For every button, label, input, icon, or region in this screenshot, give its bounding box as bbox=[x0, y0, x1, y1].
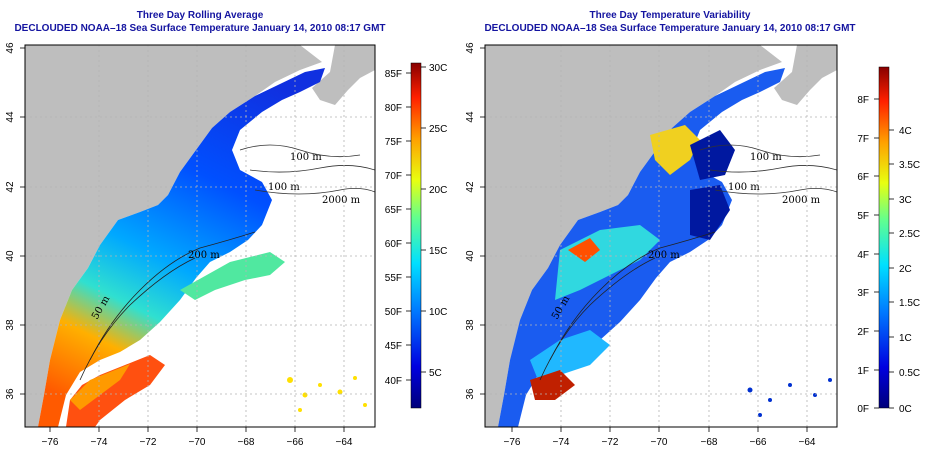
left-cold-water bbox=[38, 68, 325, 427]
left-colorbar-f-label: 85F bbox=[385, 69, 402, 80]
svg-text:100 m: 100 m bbox=[750, 152, 782, 163]
left-colorbar-c-label: 15C bbox=[429, 246, 447, 257]
x-tick-label: −66 bbox=[287, 437, 304, 448]
right-colorbar-f-label: 3F bbox=[857, 288, 869, 299]
right-colorbar-f-label: 8F bbox=[857, 95, 869, 106]
left-colorbar-f-label: 80F bbox=[385, 103, 402, 114]
x-tick-label: −74 bbox=[553, 437, 570, 448]
left-colorbar-c-label: 10C bbox=[429, 307, 447, 318]
right-colorbar-c-label: 2C bbox=[899, 264, 912, 275]
y-tick-label: 38 bbox=[5, 319, 16, 331]
right-colorbar-c-label: 2.5C bbox=[899, 229, 920, 240]
right-colorbar-c-label: 3C bbox=[899, 195, 912, 206]
y-tick-label: 36 bbox=[465, 388, 476, 400]
right-colorbar-c-label: 3.5C bbox=[899, 160, 920, 171]
right-colorbar-c-label: 1.5C bbox=[899, 298, 920, 309]
x-tick-label: −72 bbox=[140, 437, 157, 448]
left-colorbar-f-label: 50F bbox=[385, 307, 402, 318]
x-tick-label: −74 bbox=[91, 437, 108, 448]
x-tick-label: −64 bbox=[336, 437, 353, 448]
left-colorbar-c-label: 30C bbox=[429, 63, 447, 74]
left-colorbar-f-label: 60F bbox=[385, 239, 402, 250]
left-colorbar bbox=[410, 62, 422, 409]
right-colorbar bbox=[878, 66, 890, 409]
svg-text:200 m: 200 m bbox=[188, 250, 220, 261]
right-colorbar-f-label: 1F bbox=[857, 366, 869, 377]
right-colorbar-c-label: 4C bbox=[899, 126, 912, 137]
left-warm-water bbox=[66, 355, 165, 427]
x-tick-label: −70 bbox=[651, 437, 668, 448]
svg-text:100 m: 100 m bbox=[268, 182, 300, 193]
y-tick-label: 36 bbox=[5, 388, 16, 400]
right-colorbar-f-label: 2F bbox=[857, 327, 869, 338]
left-colorbar-f-label: 55F bbox=[385, 273, 402, 284]
y-tick-label: 46 bbox=[465, 42, 476, 54]
right-colorbar-c-label: 1C bbox=[899, 333, 912, 344]
x-tick-label: −66 bbox=[750, 437, 767, 448]
left-colorbar-f-label: 70F bbox=[385, 171, 402, 182]
x-tick-label: −76 bbox=[42, 437, 59, 448]
right-colorbar-f-label: 4F bbox=[857, 250, 869, 261]
x-tick-label: −68 bbox=[238, 437, 255, 448]
left-colorbar-c-label: 20C bbox=[429, 185, 447, 196]
y-tick-label: 46 bbox=[5, 42, 16, 54]
y-tick-label: 38 bbox=[465, 319, 476, 331]
left-colorbar-f-label: 75F bbox=[385, 137, 402, 148]
svg-text:2000 m: 2000 m bbox=[782, 195, 821, 206]
left-colorbar-f-label: 45F bbox=[385, 341, 402, 352]
x-tick-label: −70 bbox=[189, 437, 206, 448]
svg-text:100 m: 100 m bbox=[728, 182, 760, 193]
right-title: Three Day Temperature Variability bbox=[589, 10, 751, 21]
left-colorbar-c-label: 5C bbox=[429, 368, 442, 379]
right-colorbar-f-label: 6F bbox=[857, 172, 869, 183]
right-colorbar-c-label: 0.5C bbox=[899, 368, 920, 379]
y-tick-label: 44 bbox=[465, 111, 476, 123]
y-tick-label: 42 bbox=[465, 181, 476, 193]
right-subtitle: DECLOUDED NOAA–18 Sea Surface Temperatur… bbox=[484, 23, 856, 34]
svg-text:2000 m: 2000 m bbox=[322, 195, 361, 206]
left-colorbar-c-label: 25C bbox=[429, 124, 447, 135]
left-colorbar-f-label: 65F bbox=[385, 205, 402, 216]
y-tick-label: 40 bbox=[465, 250, 476, 262]
right-colorbar-f-label: 5F bbox=[857, 211, 869, 222]
right-colorbar-c-label: 0C bbox=[899, 404, 912, 415]
y-tick-label: 40 bbox=[5, 250, 16, 262]
y-tick-label: 42 bbox=[5, 181, 16, 193]
left-colorbar-f-label: 40F bbox=[385, 376, 402, 387]
svg-text:100 m: 100 m bbox=[290, 152, 322, 163]
x-tick-label: −72 bbox=[602, 437, 619, 448]
left-title: Three Day Rolling Average bbox=[136, 10, 264, 21]
left-subtitle: DECLOUDED NOAA–18 Sea Surface Temperatur… bbox=[14, 23, 386, 34]
svg-text:200 m: 200 m bbox=[648, 250, 680, 261]
x-tick-label: −68 bbox=[701, 437, 718, 448]
right-land bbox=[485, 45, 782, 427]
right-colorbar-f-label: 7F bbox=[857, 134, 869, 145]
x-tick-label: −76 bbox=[504, 437, 521, 448]
y-tick-label: 44 bbox=[5, 111, 16, 123]
x-tick-label: −64 bbox=[799, 437, 816, 448]
right-colorbar-f-label: 0F bbox=[857, 404, 869, 415]
